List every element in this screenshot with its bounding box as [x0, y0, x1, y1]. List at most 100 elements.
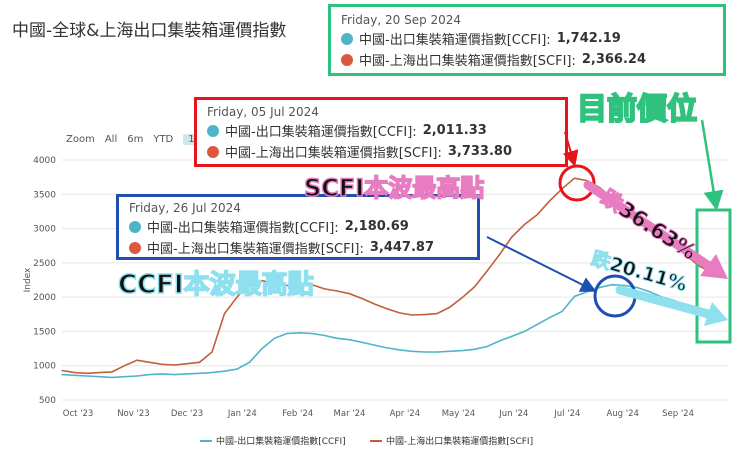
y-tick-label: 1500 [33, 327, 56, 337]
data-point [436, 313, 438, 315]
data-point [386, 347, 388, 349]
data-point [373, 344, 376, 346]
tooltip-scfi-value: 2,366.24 [581, 52, 647, 67]
data-point [261, 280, 263, 282]
tooltip-scfi-value: 3,733.80 [447, 144, 513, 159]
data-point [548, 200, 551, 202]
x-tick-label: Jul '24 [553, 409, 580, 419]
data-point [148, 361, 151, 363]
data-point [61, 369, 63, 372]
data-point [461, 297, 463, 299]
tooltip-scfi-label: 中國-上海出口集裝箱運價指數[SCFI]: [147, 242, 364, 257]
ccfi-dot-icon [129, 220, 141, 233]
data-point [136, 359, 138, 361]
x-tick-label: Feb '24 [282, 409, 313, 419]
y-tick-label: 4000 [33, 156, 56, 166]
tooltip-scfi-label: 中國-上海出口集裝箱運價指數[SCFI]: [359, 54, 576, 69]
data-point [561, 310, 563, 313]
tooltip-jul26: Friday, 26 Jul 2024 中國-出口集裝箱運價指數[CCFI]: … [116, 194, 480, 260]
data-point [623, 284, 626, 287]
data-point [348, 293, 351, 295]
data-point [323, 334, 326, 337]
scfi-dot-icon [341, 53, 353, 66]
data-point [148, 374, 151, 376]
tooltip-ccfi-value: 2,180.69 [344, 219, 409, 234]
zoom-6m-button[interactable]: 6m [127, 134, 144, 145]
zoom-bar: Zoom All 6m YTD 1y [66, 134, 206, 145]
data-point [361, 341, 363, 343]
y-axis-label: Index [23, 267, 33, 292]
data-point [198, 372, 201, 374]
data-point [286, 332, 288, 335]
data-point [586, 179, 588, 182]
data-point [398, 312, 401, 314]
data-point [298, 332, 301, 334]
page-title: 中國-全球&上海出口集裝箱運價指數 [12, 21, 287, 41]
data-point [386, 308, 388, 310]
legend-entry[interactable]: 中國-上海出口集裝箱運價指數[SCFI] [386, 435, 533, 447]
tooltip-ccfi-value: 2,011.33 [422, 123, 487, 138]
tooltip-ccfi-label: 中國-出口集裝箱運價指數[CCFI]: [147, 221, 339, 236]
data-point [223, 370, 226, 372]
zoom-all-button[interactable]: All [104, 134, 118, 145]
data-point [573, 177, 576, 179]
data-point [398, 349, 401, 351]
data-point [73, 371, 76, 374]
data-point [311, 284, 313, 286]
data-point [186, 363, 188, 365]
data-point [523, 223, 526, 226]
data-point [186, 373, 188, 375]
data-point [473, 286, 476, 288]
zoom-ytd-button[interactable]: YTD [153, 134, 174, 145]
y-tick-label: 2000 [33, 293, 56, 303]
legend-entry[interactable]: 中國-出口集裝箱運價指數[CCFI] [216, 435, 346, 447]
data-point [273, 282, 276, 285]
y-tick-label: 3000 [33, 225, 56, 235]
scfi-dot-icon [207, 145, 219, 158]
scfi-dot-icon [129, 241, 141, 254]
data-point [611, 284, 613, 286]
data-point [498, 340, 501, 342]
annotation-ccfi-peak: CCFI本波最高點 [117, 269, 314, 301]
data-point [436, 351, 438, 353]
data-point [411, 314, 413, 316]
data-point [111, 371, 113, 373]
data-point [661, 296, 663, 298]
data-point [536, 214, 538, 216]
y-tick-label: 2500 [33, 259, 56, 269]
data-point [211, 351, 213, 353]
data-point [648, 291, 651, 293]
data-point [198, 361, 201, 363]
data-point [123, 365, 126, 367]
data-point [573, 295, 576, 297]
data-point [273, 337, 276, 339]
ccfi-dot-icon [341, 32, 353, 45]
data-point [323, 288, 326, 290]
tooltip-ccfi-value: 1,742.19 [556, 31, 621, 46]
data-point [686, 304, 688, 306]
data-point [536, 323, 538, 326]
data-point [673, 299, 676, 302]
data-point [411, 350, 413, 352]
tooltip-ccfi-label: 中國-出口集裝箱運價指數[CCFI]: [359, 33, 551, 48]
data-point [98, 371, 101, 374]
data-point [86, 375, 88, 377]
x-tick-label: Dec '23 [171, 409, 203, 419]
data-point [211, 371, 213, 374]
data-point [136, 375, 138, 377]
data-point [711, 271, 713, 273]
x-tick-label: Nov '23 [117, 409, 149, 419]
data-point [173, 374, 176, 376]
data-point [598, 186, 601, 189]
data-point [261, 347, 263, 350]
x-tick-label: Aug '24 [606, 409, 638, 419]
tooltip-date: Friday, 26 Jul 2024 [129, 201, 241, 215]
tooltip-date: Friday, 05 Jul 2024 [207, 105, 319, 119]
data-point [161, 373, 163, 375]
data-point [636, 286, 638, 289]
data-point [423, 314, 426, 316]
data-point [236, 296, 238, 298]
tooltip-sep20: Friday, 20 Sep 2024 中國-出口集裝箱運價指數[CCFI]: … [328, 4, 726, 76]
x-tick-label: Jun '24 [498, 409, 528, 419]
data-point [86, 372, 88, 374]
